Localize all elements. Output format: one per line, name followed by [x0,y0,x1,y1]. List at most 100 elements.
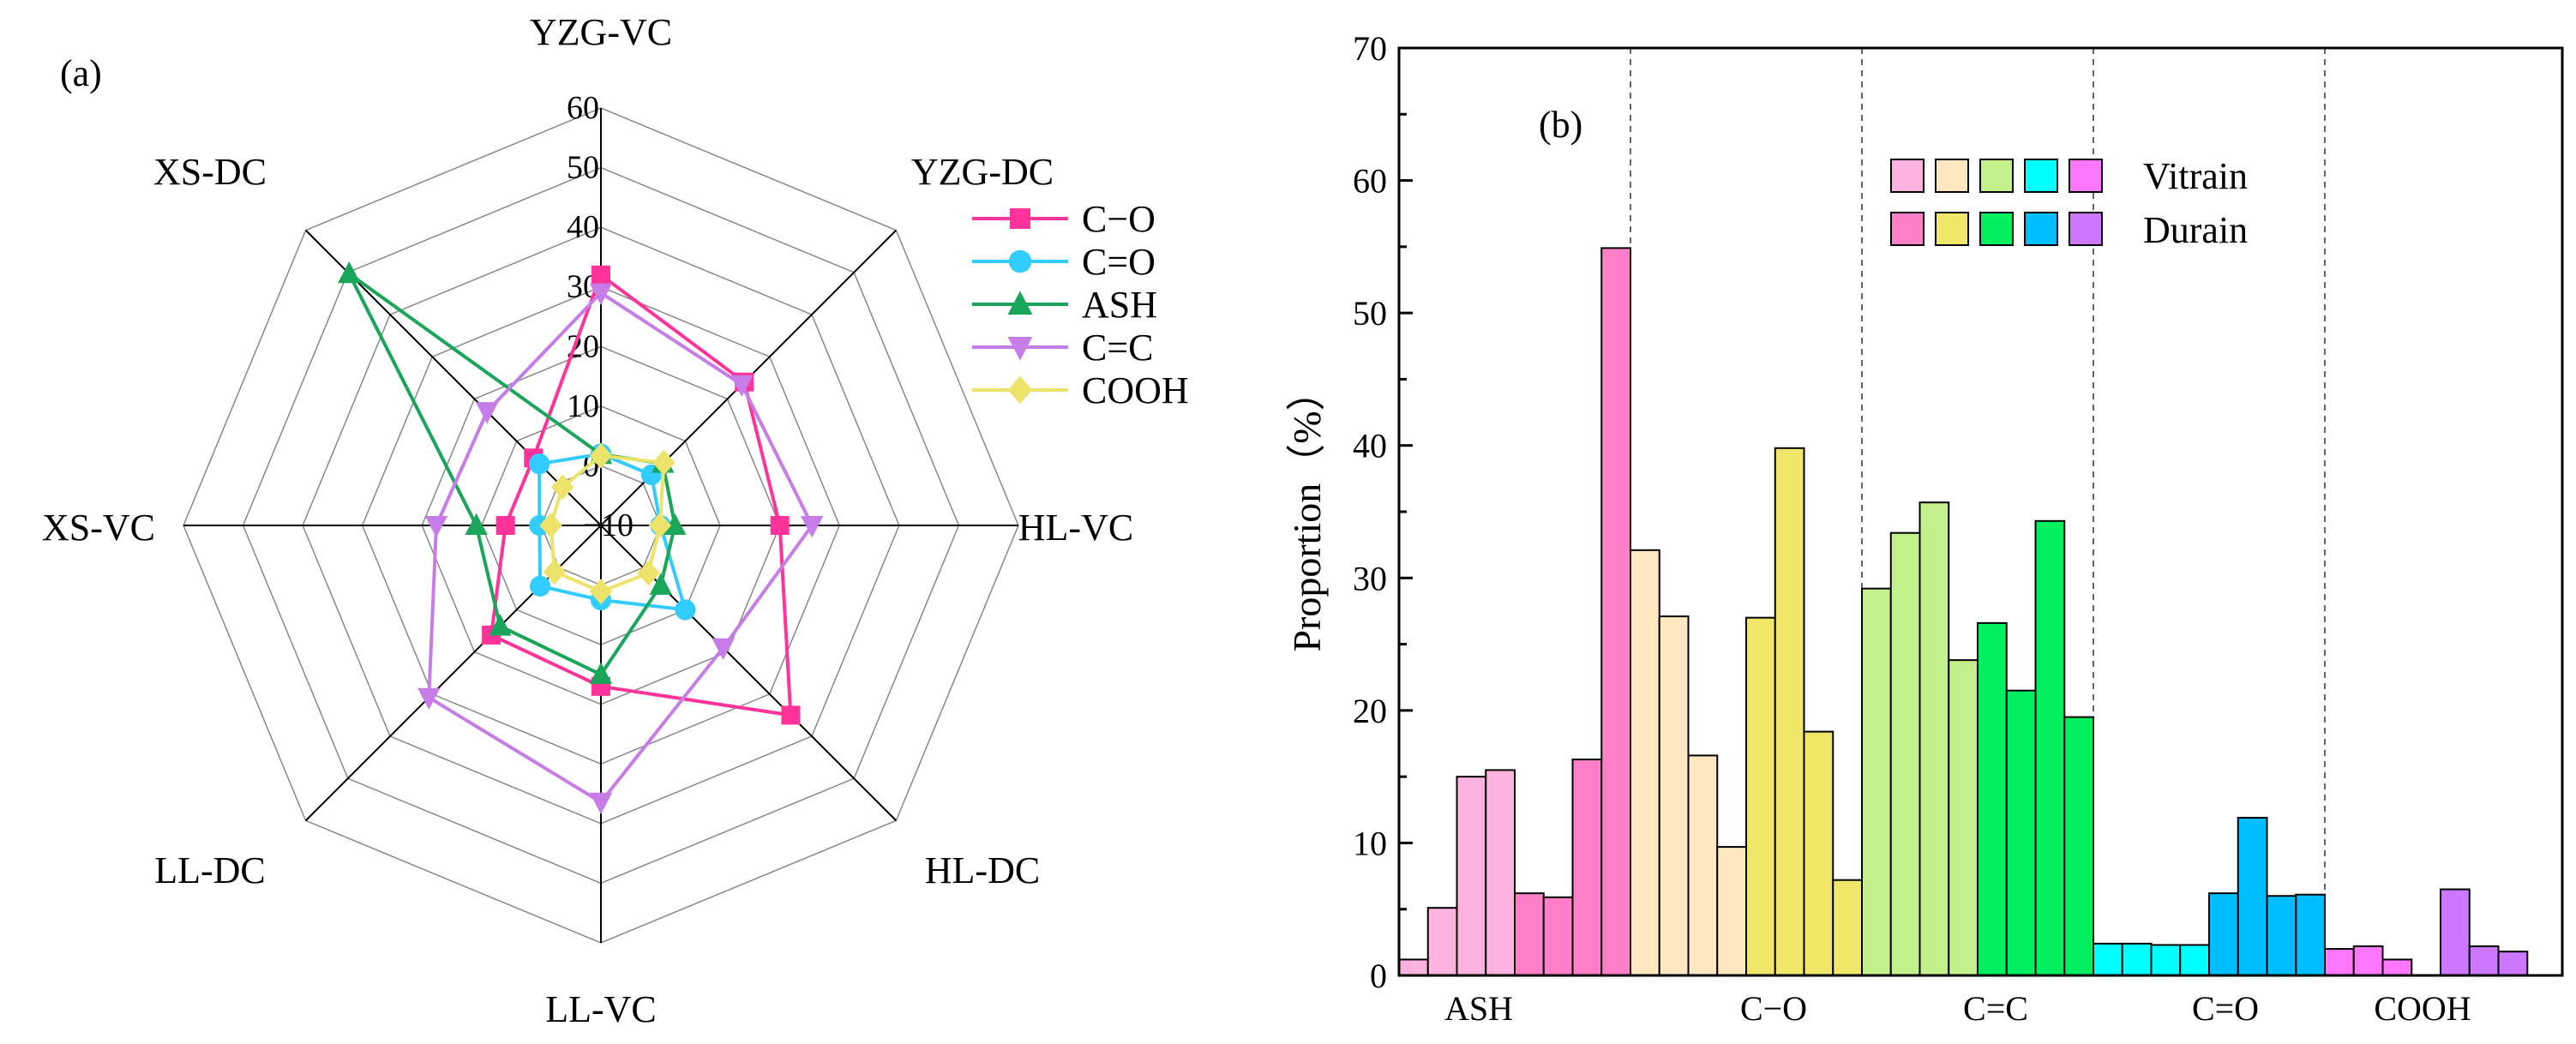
circle-marker [530,575,551,597]
bar [1658,615,1690,977]
legend-swatch-durain [2069,212,2103,246]
legend-item: C=O [972,241,1156,283]
x-tick-label: COOH [2374,989,2471,1028]
bar [1832,879,1863,977]
radar-tick-label: 10 [567,388,599,424]
bar [2324,948,2355,976]
bar [1774,447,1805,976]
triangle-up-marker [465,513,488,535]
bar [1542,896,1574,976]
legend-swatch-durain [1935,212,1969,246]
radar-axis-label: HL-VC [1018,507,1133,549]
bar [1918,501,1950,976]
bar [1630,549,1660,977]
square-marker [1010,208,1030,229]
bar [2295,893,2326,976]
bar [1687,754,1719,976]
radar-axis-label: LL-DC [154,849,266,891]
legend-label-vitrain: Vitrain [2143,155,2248,197]
legend-swatch-vitrain [1979,159,2014,193]
triangle-down-marker [730,375,754,397]
y-tick-label: 20 [1353,692,1387,730]
legend-item: COOH [972,369,1189,411]
circle-marker [1008,249,1032,273]
bar [1398,958,1429,976]
bar [2005,689,2037,977]
bar [2179,944,2210,977]
triangle-down-marker [424,516,448,538]
radar-series-cc [417,283,824,815]
circle-marker [675,599,696,621]
y-tick-label: 10 [1353,824,1387,862]
bar [2121,942,2153,976]
bar [2237,817,2268,976]
diamond-marker [539,513,562,538]
circle-marker [529,453,550,475]
bar [2497,951,2529,976]
square-marker [781,705,801,725]
bar [2440,888,2471,976]
legend-swatch-vitrain [2024,159,2058,193]
triangle-down-marker [589,792,613,815]
legend: Vitrain Durain [1890,155,2248,251]
radar-axis-label: YZG-VC [530,11,672,53]
legend-swatch-durain [1890,212,1924,246]
legend-label: C−O [1082,198,1156,240]
bar [1600,247,1631,977]
triangle-up-marker [589,662,613,684]
radar-tick-label: 60 [567,90,599,126]
radar-series-line [489,272,793,717]
legend-swatch-vitrain [1935,159,1969,193]
bar [1426,907,1458,977]
triangle-down-marker [1007,337,1033,361]
diamond-marker [543,559,567,585]
bar [2352,945,2384,976]
square-marker [770,516,790,535]
bar [1716,846,1747,977]
legend-item: C−O [972,198,1156,240]
diamond-marker [1007,375,1033,405]
triangle-down-marker [475,402,499,424]
triangle-up-marker [489,614,512,636]
bar [2381,958,2413,976]
legend-swatch-durain [2024,212,2058,246]
y-tick-label: 60 [1353,162,1387,201]
legend-label: C=C [1082,327,1154,369]
y-tick-label: 0 [1370,957,1387,995]
x-tick-label: ASH [1444,989,1513,1028]
diamond-marker [648,513,672,538]
triangle-down-marker [417,687,441,711]
legend-item: C=C [972,327,1154,369]
bar [2063,716,2094,976]
panel-label-b: (b) [1539,104,1582,146]
legend-item: ASH [972,284,1157,326]
x-tick-label: C−O [1740,989,1807,1028]
square-marker [591,265,610,285]
legend-swatch-vitrain [2069,159,2103,193]
diamond-marker [652,449,676,476]
legend-label: COOH [1082,369,1189,411]
bar [1803,730,1834,976]
triangle-down-marker [801,516,824,538]
radar-axis-label: XS-DC [153,151,267,193]
bar [1514,892,1545,977]
bar-chart: (b) Proportion（%） 0 10 20 30 40 50 60 70 ASH C−O C… [1285,29,2564,1028]
bar [1571,759,1603,977]
radar-chart: (a) YZG-VC YZG-DC HL-VC HL-DC LL-VC LL-DC XS-V… [42,11,1189,1030]
legend-label-durain: Durain [2143,209,2248,251]
bar [1745,616,1776,977]
x-tick-label: C=C [1963,989,2028,1028]
bar [2208,892,2239,977]
legend-label: C=O [1082,241,1156,283]
radar-axis-label: LL-VC [545,988,657,1030]
square-marker [495,516,515,535]
radar-series-line [427,291,814,805]
radar-tick-label: 20 [567,328,599,364]
radar-tick-label: −10 [583,507,633,543]
triangle-up-marker [664,513,687,535]
bar [2266,895,2297,977]
radar-series-co [482,265,801,725]
bar [2093,942,2123,976]
diamond-marker [589,442,613,469]
